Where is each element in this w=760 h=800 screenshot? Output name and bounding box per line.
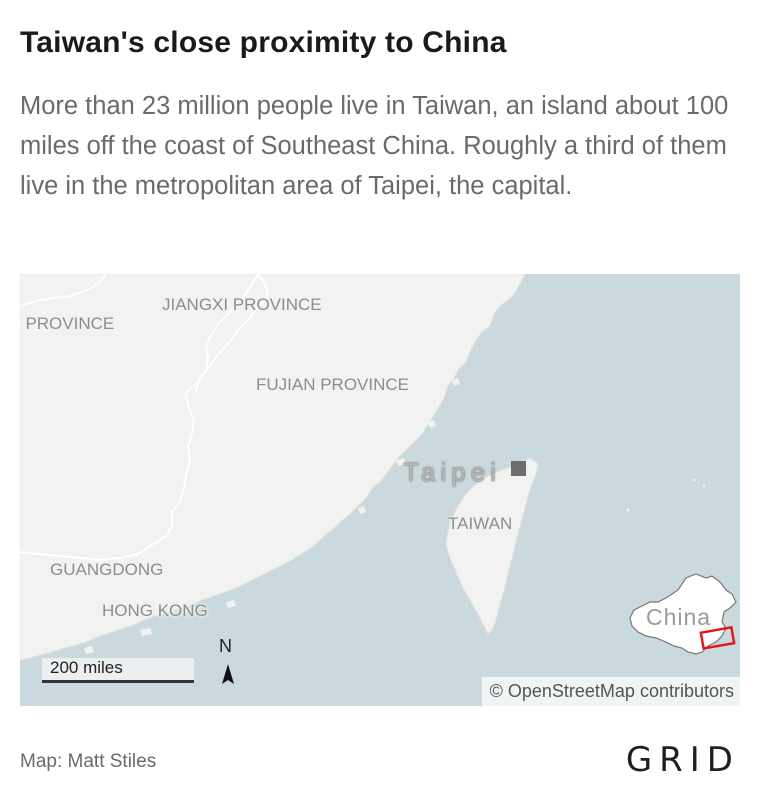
page-title: Taiwan's close proximity to China [20, 26, 507, 59]
inset-label: China [646, 604, 712, 630]
inset-china-outline [629, 573, 737, 655]
taiwan-island [445, 457, 539, 635]
map-canvas [20, 274, 740, 706]
small-island [702, 484, 706, 488]
coastal-island [396, 458, 406, 466]
province-label-guangdong: GUANGDONG [50, 560, 164, 579]
coastal-island [452, 378, 460, 386]
north-label: N [219, 636, 232, 656]
coastal-island [140, 628, 152, 636]
map[interactable]: I PROVINCE JIANGXI PROVINCE FUJIAN PROVI… [20, 274, 740, 706]
province-border [195, 274, 270, 393]
city-label-hong-kong: HONG KONG [102, 601, 208, 620]
map-credit: Map: Matt Stiles [20, 751, 157, 772]
grid-logo[interactable]: GRID [625, 740, 740, 780]
coastal-island [226, 600, 236, 608]
scale-label: 200 miles [50, 658, 123, 677]
page-subtitle: More than 23 million people live in Taiw… [20, 92, 729, 200]
small-island [692, 478, 696, 482]
city-label-taipei: Taipei [403, 457, 501, 487]
north-arrow-icon [222, 664, 234, 684]
province-label-fujian: FUJIAN PROVINCE [256, 375, 410, 394]
coastal-island [358, 506, 366, 514]
coastal-island [84, 646, 94, 654]
inset-highlight-box [699, 625, 736, 650]
north-arrow: N [216, 636, 240, 688]
province-border [20, 274, 107, 307]
province-label-left: I PROVINCE [20, 314, 115, 333]
province-label-jiangxi: JIANGXI PROVINCE [162, 295, 322, 314]
map-attribution[interactable]: © OpenStreetMap contributors [481, 677, 740, 706]
locator-inset [629, 573, 737, 655]
small-island [626, 508, 630, 512]
island-label-taiwan: TAIWAN [448, 514, 513, 533]
taipei-marker[interactable] [511, 461, 526, 476]
coastal-island [428, 420, 436, 428]
scale-bar: 200 miles [42, 658, 194, 683]
mainland-china [20, 274, 526, 661]
province-border [20, 274, 259, 562]
